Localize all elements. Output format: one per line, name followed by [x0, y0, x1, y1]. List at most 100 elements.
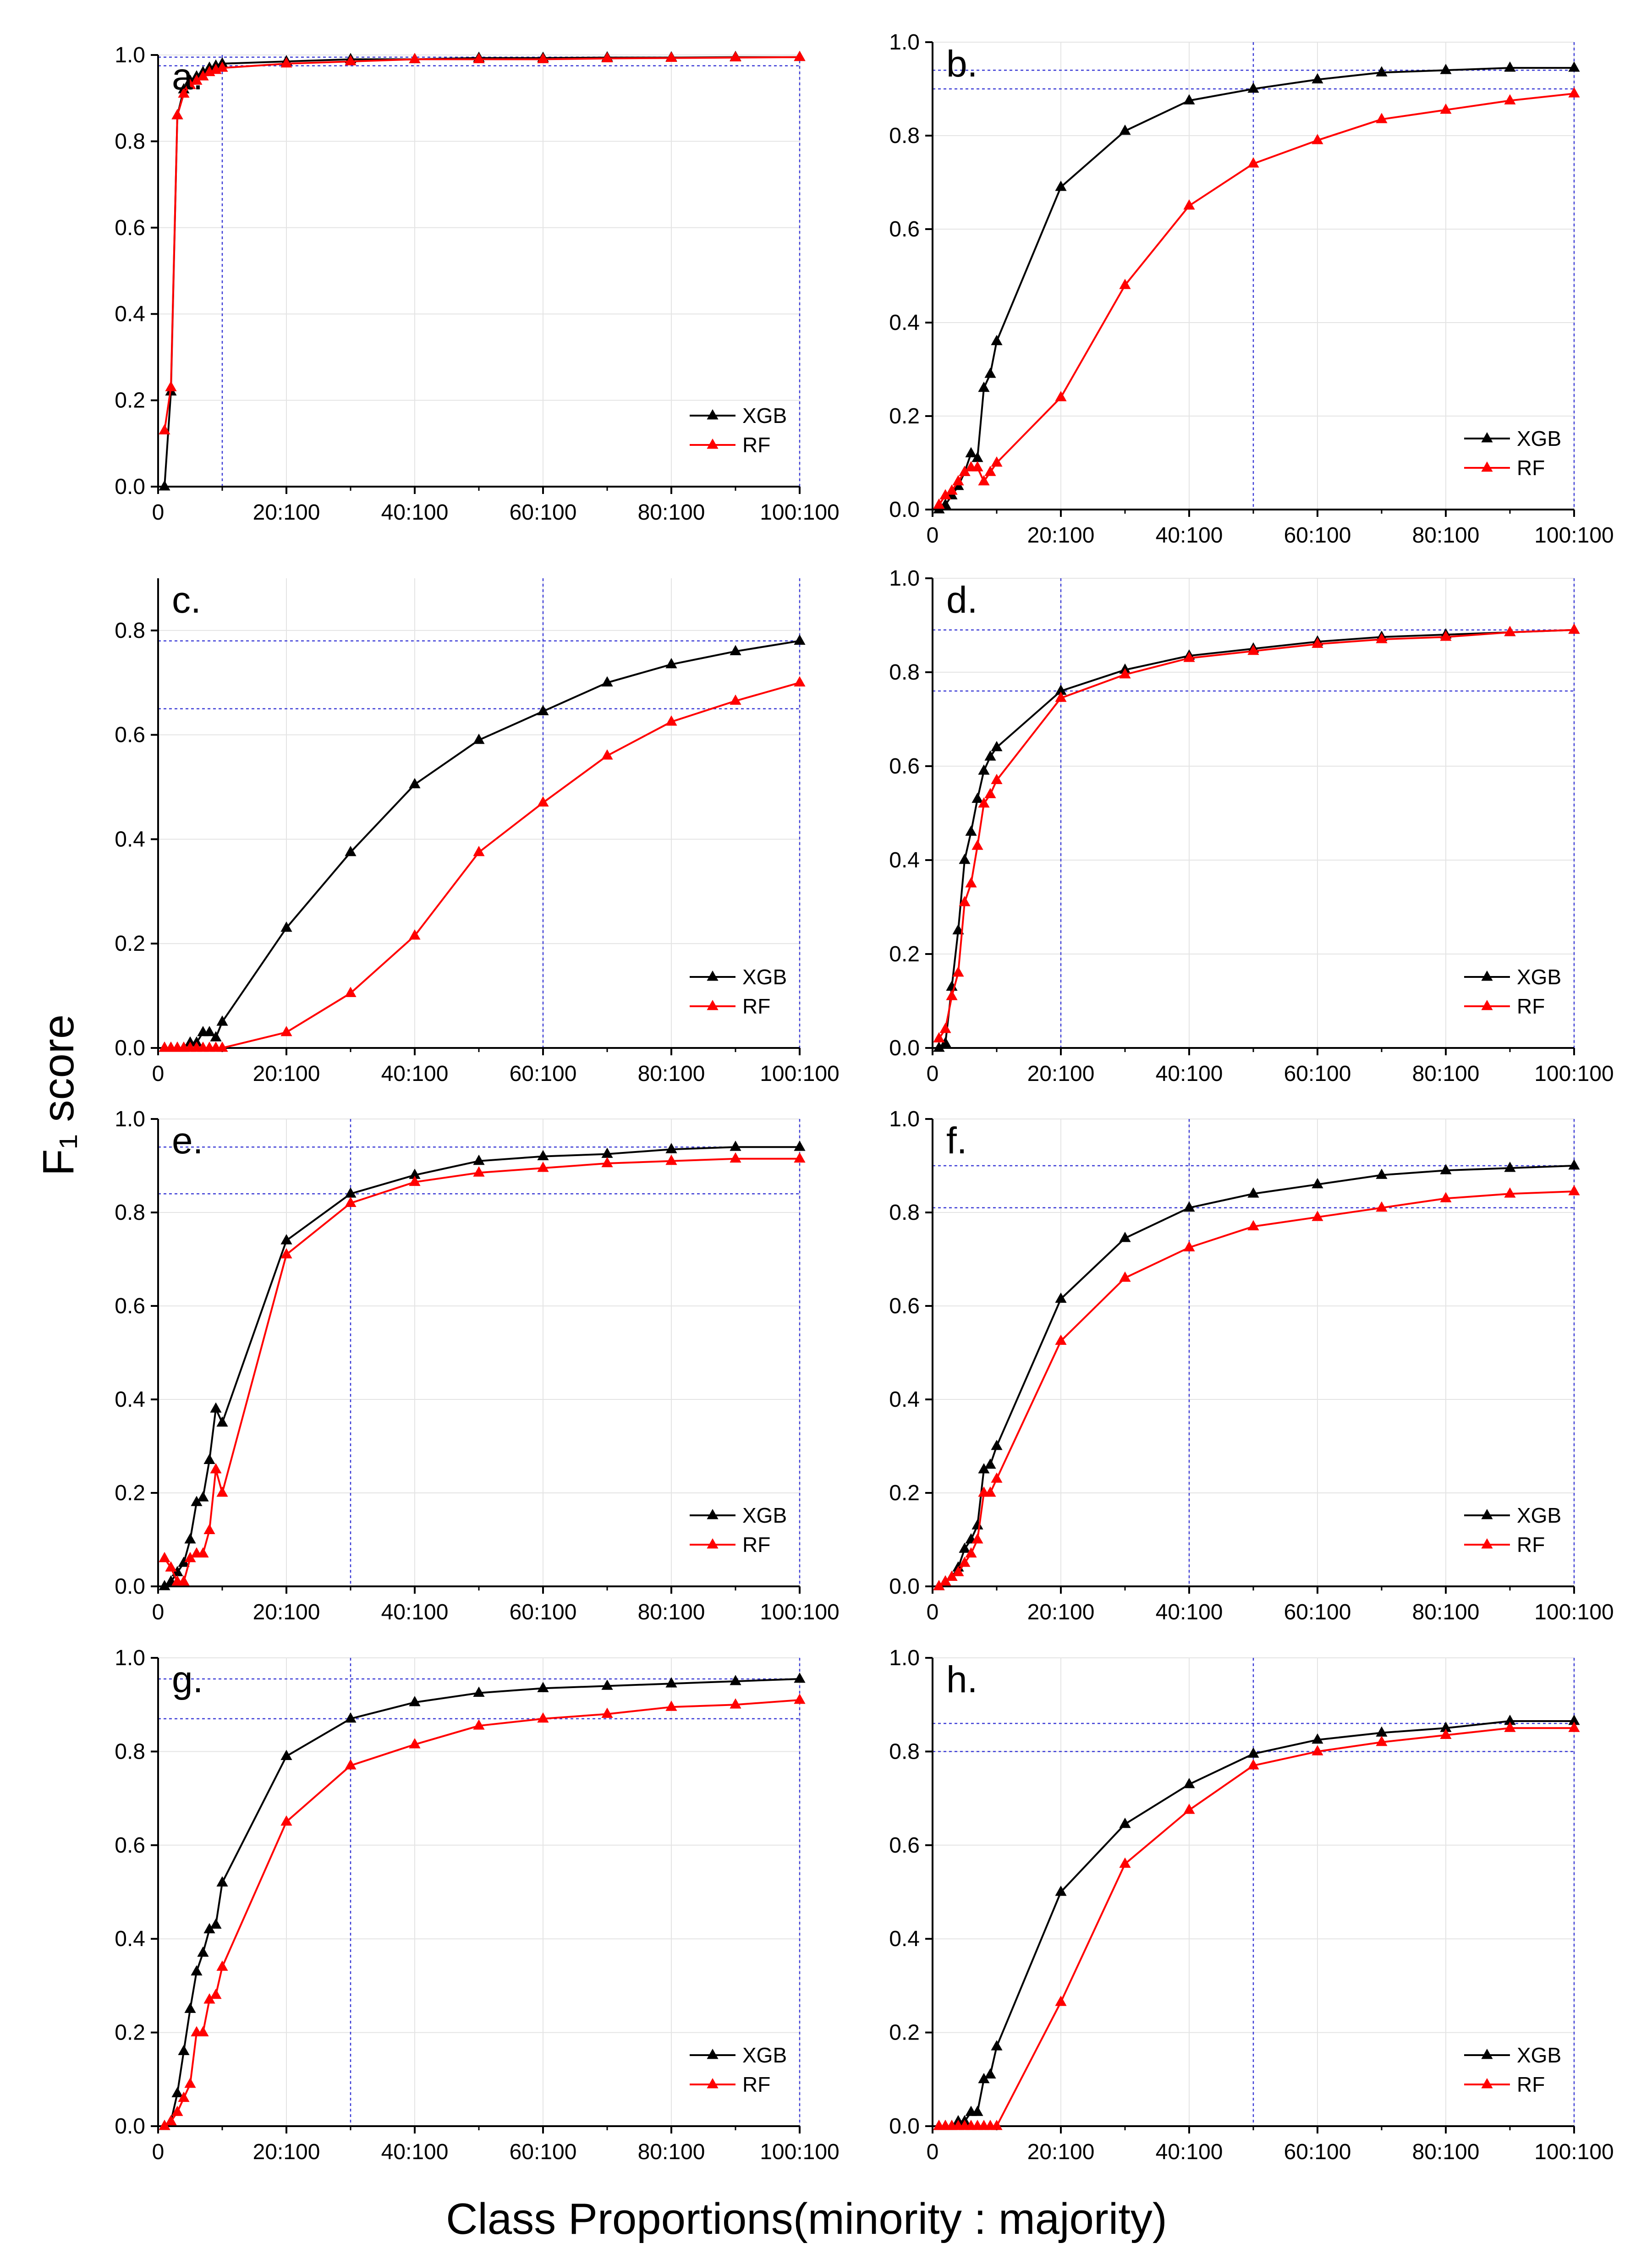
- data-point-rf: [197, 2026, 209, 2036]
- data-point-xgb: [984, 367, 996, 378]
- legend-label-xgb: XGB: [1517, 2043, 1561, 2067]
- x-tick-label: 60:100: [1284, 1600, 1351, 1624]
- data-point-xgb: [1312, 1733, 1323, 1744]
- series-line-xgb: [164, 1678, 800, 2127]
- x-tick-label: 100:100: [760, 1062, 840, 1086]
- data-point-xgb: [794, 634, 806, 645]
- data-point-rf: [1312, 134, 1323, 144]
- data-point-xgb: [991, 335, 1003, 346]
- data-point-rf: [933, 1580, 945, 1590]
- data-point-xgb: [1440, 1722, 1452, 1732]
- x-tick-label: 20:100: [253, 2140, 320, 2164]
- y-tick-label: 0.8: [889, 124, 920, 148]
- x-tick-label: 0: [152, 500, 165, 525]
- data-point-rf: [952, 966, 964, 977]
- y-axis-title: F₁ score: [34, 1015, 83, 1176]
- data-point-xgb: [345, 1187, 357, 1198]
- data-point-rf: [1504, 1187, 1516, 1198]
- data-point-rf: [537, 1162, 549, 1172]
- legend-label-rf: RF: [1517, 1533, 1545, 1557]
- data-point-rf: [409, 929, 421, 940]
- data-point-xgb: [1119, 124, 1131, 135]
- data-point-rf: [1055, 1996, 1067, 2006]
- data-point-rf: [665, 715, 677, 726]
- data-point-rf: [991, 773, 1003, 784]
- data-point-rf: [794, 676, 806, 687]
- legend-marker-xgb: [1481, 2049, 1493, 2059]
- data-point-xgb: [1568, 1159, 1580, 1170]
- x-tick-label: 0: [927, 1062, 939, 1086]
- y-tick-label: 0.6: [115, 1294, 145, 1318]
- legend-label-xgb: XGB: [742, 404, 787, 428]
- data-point-xgb: [409, 1696, 421, 1706]
- data-point-xgb: [191, 1496, 203, 1506]
- data-point-rf: [171, 109, 183, 120]
- data-point-rf: [1119, 668, 1131, 679]
- data-point-rf: [1440, 1728, 1452, 1739]
- panel-label: f.: [946, 1120, 967, 1162]
- data-point-rf: [991, 456, 1003, 467]
- data-point-rf: [1312, 637, 1323, 648]
- data-point-rf: [978, 475, 990, 486]
- data-point-rf: [1376, 1735, 1388, 1746]
- legend-label-rf: RF: [742, 994, 770, 1018]
- data-point-xgb: [1055, 685, 1067, 695]
- y-tick-label: 0.8: [889, 1739, 920, 1764]
- data-point-rf: [473, 845, 485, 856]
- data-point-rf: [1312, 1211, 1323, 1221]
- data-point-rf: [939, 1575, 951, 1586]
- data-point-rf: [1247, 644, 1259, 655]
- series-line-rf: [165, 681, 800, 1049]
- data-point-xgb: [1055, 1886, 1067, 1896]
- data-point-rf: [965, 1547, 977, 1558]
- data-point-xgb: [473, 734, 485, 744]
- data-point-xgb: [184, 1533, 196, 1544]
- x-tick-label: 100:100: [760, 500, 840, 525]
- data-point-xgb: [730, 1675, 741, 1685]
- y-tick-label: 0.0: [115, 1574, 145, 1599]
- data-point-rf: [345, 1196, 357, 1207]
- x-tick-label: 20:100: [253, 1600, 320, 1624]
- data-point-rf: [537, 53, 549, 63]
- data-point-rf: [601, 1707, 613, 1718]
- data-point-xgb: [1183, 1777, 1195, 1788]
- data-point-xgb: [959, 854, 971, 864]
- x-tick-label: 80:100: [1412, 1600, 1480, 1624]
- data-point-rf: [1119, 1857, 1131, 1868]
- x-tick-label: 0: [927, 523, 939, 548]
- data-point-xgb: [159, 480, 170, 491]
- x-tick-label: 80:100: [638, 500, 705, 525]
- y-tick-label: 0.6: [889, 754, 920, 779]
- x-tick-label: 40:100: [1156, 523, 1223, 548]
- legend-marker-xgb: [707, 971, 719, 981]
- data-point-rf: [794, 1693, 806, 1704]
- data-point-rf: [171, 2106, 183, 2116]
- x-tick-label: 20:100: [1027, 523, 1095, 548]
- data-point-rf: [730, 51, 741, 62]
- data-point-rf: [1247, 1759, 1259, 1770]
- y-tick-label: 0.0: [889, 1574, 920, 1599]
- chart-panels: 0.0 0.2 0.4 0.6 0.8 1.0 0 20:100 40:100 60:100 80:…: [115, 30, 1614, 2164]
- y-tick-label: 0.6: [889, 217, 920, 241]
- y-tick-label: 1.0: [889, 30, 920, 55]
- data-point-xgb: [537, 1682, 549, 1692]
- data-point-rf: [971, 1533, 983, 1544]
- y-tick-label: 0.2: [115, 389, 145, 413]
- x-tick-label: 100:100: [1534, 1600, 1614, 1624]
- y-tick-label: 0.2: [889, 2021, 920, 2045]
- data-point-xgb: [1312, 1178, 1323, 1189]
- data-point-rf: [203, 1524, 215, 1534]
- y-tick-label: 0.6: [115, 1833, 145, 1858]
- data-point-rf: [1568, 87, 1580, 98]
- data-point-xgb: [1504, 1162, 1516, 1172]
- data-point-rf: [952, 1566, 964, 1576]
- data-point-rf: [984, 788, 996, 798]
- x-tick-label: 60:100: [1284, 1062, 1351, 1086]
- data-point-rf: [1055, 1334, 1067, 1345]
- x-tick-label: 40:100: [381, 500, 449, 525]
- legend-label-rf: RF: [742, 2073, 770, 2096]
- data-point-rf: [965, 877, 977, 888]
- data-point-rf: [210, 1463, 222, 1474]
- legend-label-xgb: XGB: [742, 1503, 787, 1527]
- data-point-rf: [730, 694, 741, 705]
